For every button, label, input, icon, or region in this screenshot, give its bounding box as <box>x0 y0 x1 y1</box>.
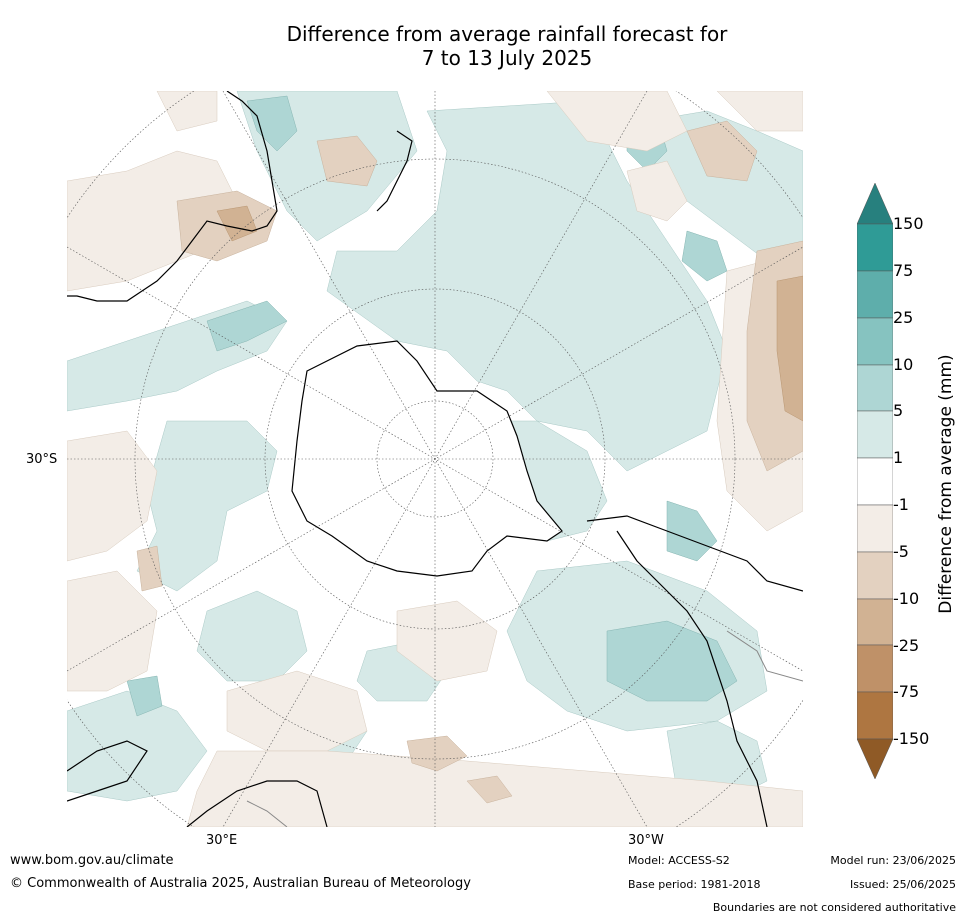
wet-anomaly-light <box>67 91 803 802</box>
colorbar-bin-5-10 <box>857 364 893 412</box>
colorbar-tick: -5 <box>893 542 909 561</box>
country-borders <box>246 630 803 827</box>
colorbar-tick: -25 <box>893 636 920 655</box>
footer-model: Model: ACCESS-S2 <box>628 854 730 867</box>
title-line-2: 7 to 13 July 2025 <box>421 46 593 70</box>
latitude-label-30s: 30°S <box>26 452 58 467</box>
antarctica <box>291 340 563 577</box>
colorbar-bin-m5-m1 <box>857 504 893 553</box>
colorbar-tick: 1 <box>893 448 904 467</box>
footer-model-run: Model run: 23/06/2025 <box>830 854 956 867</box>
colorbar-tick: 25 <box>893 308 914 327</box>
colorbar <box>857 182 893 780</box>
colorbar-label: Difference from average (mm) <box>936 354 956 614</box>
longitude-label-30e: 30°E <box>206 833 238 848</box>
colorbar-bin-1-5 <box>857 410 893 459</box>
coastlines <box>67 91 803 827</box>
colorbar-tick: -1 <box>893 495 909 514</box>
colorbar-bin-m150-m75 <box>857 691 893 740</box>
colorbar-tick: -150 <box>893 729 930 748</box>
rainfall-anomaly-map[interactable] <box>67 91 803 827</box>
colorbar-bin-neutral <box>857 457 893 506</box>
colorbar-tick: 150 <box>893 214 924 233</box>
footer-base-period: Base period: 1981-2018 <box>628 878 761 891</box>
footer-issued: Issued: 25/06/2025 <box>849 878 956 891</box>
longitude-label-30w: 30°W <box>628 833 664 848</box>
colorbar-tick: 5 <box>893 401 904 420</box>
colorbar-bin-10-25 <box>857 317 893 366</box>
wet-anomaly-medium <box>126 95 738 717</box>
graticule <box>67 91 803 827</box>
colorbar-tick: -10 <box>893 589 920 608</box>
footer-url[interactable]: www.bom.gov.au/climate <box>10 853 174 868</box>
colorbar-bin-m75-m25 <box>857 644 893 693</box>
colorbar-tick: 10 <box>893 355 914 374</box>
colorbar-bin-m25-m10 <box>857 598 893 646</box>
footer-copyright: © Commonwealth of Australia 2025, Austra… <box>10 876 471 891</box>
colorbar-tick: -75 <box>893 682 920 701</box>
colorbar-tick: 75 <box>893 261 914 280</box>
colorbar-min-extension <box>857 738 893 780</box>
title-line-1: Difference from average rainfall forecas… <box>286 22 728 46</box>
dry-anomaly-dark <box>216 205 803 422</box>
footer-disclaimer: Boundaries are not considered authoritat… <box>712 901 956 914</box>
colorbar-bin-m10-m5 <box>857 551 893 600</box>
colorbar-max-extension <box>857 182 893 225</box>
colorbar-bin-75-150 <box>857 223 893 272</box>
colorbar-bin-25-75 <box>857 270 893 319</box>
chart-title: Difference from average rainfall forecas… <box>200 22 814 70</box>
